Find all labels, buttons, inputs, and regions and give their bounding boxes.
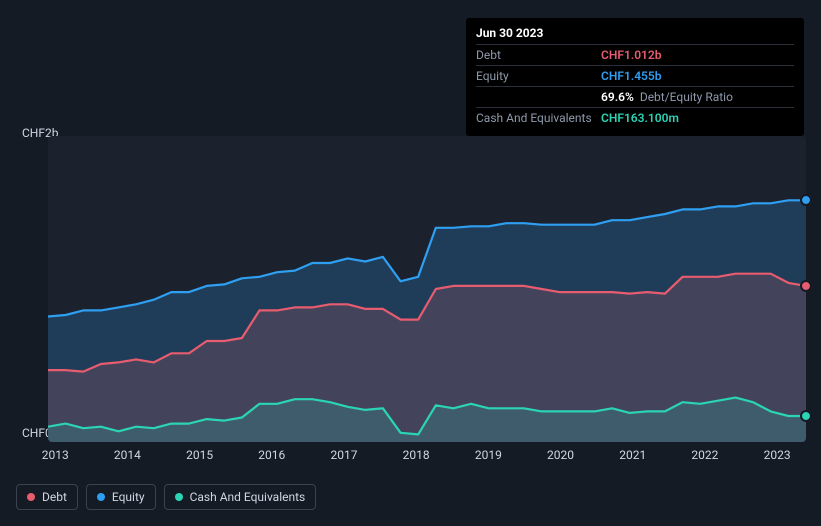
tooltip-row: Cash And EquivalentsCHF163.100m xyxy=(476,107,794,128)
legend-label: Debt xyxy=(42,490,67,504)
legend-dot-icon xyxy=(27,493,35,501)
xaxis-tick: 2013 xyxy=(42,448,69,462)
tooltip-row: DebtCHF1.012b xyxy=(476,44,794,65)
xaxis-tick: 2015 xyxy=(186,448,213,462)
xaxis-tick: 2021 xyxy=(619,448,646,462)
chart-svg xyxy=(48,136,806,442)
legend-label: Equity xyxy=(112,490,145,504)
series-end-marker xyxy=(802,196,810,204)
xaxis-tick: 2023 xyxy=(764,448,791,462)
tooltip-row: 69.6% Debt/Equity Ratio xyxy=(476,86,794,107)
tooltip-label: Debt xyxy=(476,48,601,62)
legend-item[interactable]: Cash And Equivalents xyxy=(164,484,317,510)
legend-dot-icon xyxy=(175,493,183,501)
xaxis-tick: 2020 xyxy=(547,448,574,462)
chart-tooltip: Jun 30 2023 DebtCHF1.012bEquityCHF1.455b… xyxy=(466,18,804,136)
legend: Debt Equity Cash And Equivalents xyxy=(16,484,316,510)
legend-item[interactable]: Equity xyxy=(86,484,156,510)
chart-plot-area xyxy=(48,136,806,442)
tooltip-value: CHF1.012b xyxy=(601,48,662,62)
xaxis-tick: 2019 xyxy=(475,448,502,462)
tooltip-value: CHF163.100m xyxy=(601,111,679,125)
tooltip-row: EquityCHF1.455b xyxy=(476,65,794,86)
xaxis-tick: 2022 xyxy=(691,448,718,462)
tooltip-value: 69.6% Debt/Equity Ratio xyxy=(601,90,733,104)
legend-dot-icon xyxy=(97,493,105,501)
tooltip-label: Cash And Equivalents xyxy=(476,111,601,125)
legend-label: Cash And Equivalents xyxy=(190,490,306,504)
xaxis-tick: 2016 xyxy=(258,448,285,462)
tooltip-label xyxy=(476,90,601,104)
tooltip-date: Jun 30 2023 xyxy=(476,26,794,44)
legend-item[interactable]: Debt xyxy=(16,484,78,510)
xaxis-tick: 2018 xyxy=(403,448,430,462)
xaxis-tick: 2017 xyxy=(330,448,357,462)
series-end-marker xyxy=(802,412,810,420)
tooltip-label: Equity xyxy=(476,69,601,83)
tooltip-value: CHF1.455b xyxy=(601,69,662,83)
xaxis: 2013201420152016201720182019202020212022… xyxy=(48,448,806,468)
xaxis-tick: 2014 xyxy=(114,448,141,462)
series-end-marker xyxy=(802,282,810,290)
